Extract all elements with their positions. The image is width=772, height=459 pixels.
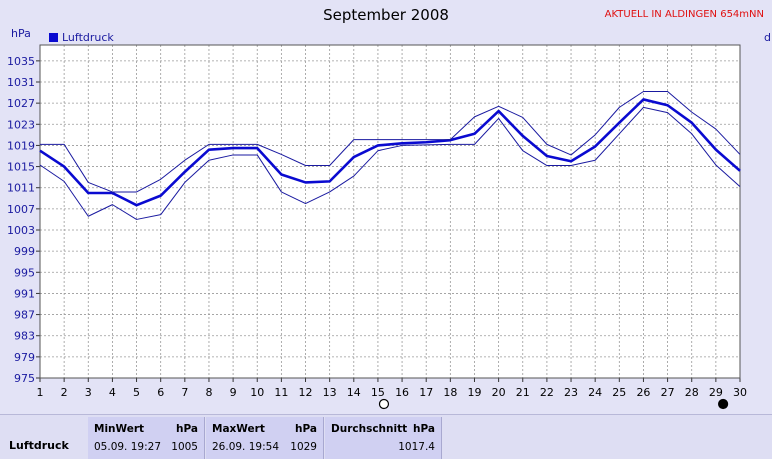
- max-stat-date: 26.09. 19:54: [212, 441, 279, 453]
- x-tick-label: 8: [205, 386, 212, 399]
- new-moon-icon: [378, 398, 390, 410]
- y-tick-label: 1003: [7, 224, 35, 237]
- y-tick-label: 987: [14, 309, 35, 322]
- full-moon-icon: [718, 398, 729, 410]
- x-tick-label: 5: [133, 386, 140, 399]
- x-tick-label: 21: [516, 386, 530, 399]
- x-tick-label: 12: [299, 386, 313, 399]
- y-unit-label: hPa: [11, 27, 31, 40]
- x-tick-label: 16: [395, 386, 409, 399]
- min-stat: MinWert hPa 05.09. 19:27 1005: [88, 417, 205, 459]
- x-tick-label: 2: [61, 386, 68, 399]
- y-tick-label: 1031: [7, 76, 35, 89]
- chart-title: September 2008: [323, 6, 449, 24]
- y-tick-label: 1007: [7, 203, 35, 216]
- y-tick-label: 1011: [7, 182, 35, 195]
- x-tick-label: 15: [371, 386, 385, 399]
- y-tick-label: 1035: [7, 55, 35, 68]
- x-tick-label: 25: [612, 386, 626, 399]
- min-stat-unit: hPa: [176, 423, 198, 435]
- y-tick-label: 1015: [7, 161, 35, 174]
- min-stat-value: 1005: [171, 441, 198, 453]
- legend-swatch: [49, 33, 58, 42]
- y-tick-label: 995: [14, 266, 35, 279]
- x-tick-label: 27: [661, 386, 675, 399]
- legend: Luftdruck: [49, 31, 114, 44]
- max-stat-unit: hPa: [295, 423, 317, 435]
- x-tick-label: 17: [419, 386, 433, 399]
- x-tick-label: 20: [492, 386, 506, 399]
- stats-panel: Luftdruck MinWert hPa 05.09. 19:27 1005 …: [0, 414, 772, 459]
- x-tick-label: 18: [443, 386, 457, 399]
- y-tick-label: 1023: [7, 118, 35, 131]
- x-tick-label: 10: [250, 386, 264, 399]
- x-tick-label: 26: [636, 386, 650, 399]
- x-tick-label: 13: [323, 386, 337, 399]
- min-stat-date: 05.09. 19:27: [94, 441, 161, 453]
- x-tick-label: 19: [467, 386, 481, 399]
- series-line-min: [39, 106, 741, 220]
- series-line-max: [40, 91, 741, 193]
- x-tick-label: 23: [564, 386, 578, 399]
- x-tick-label: 3: [85, 386, 92, 399]
- x-tick-label: 4: [109, 386, 116, 399]
- x-tick-label: 14: [347, 386, 361, 399]
- avg-stat: Durchschnitt hPa 1017.4: [325, 417, 442, 459]
- x-tick-label: 24: [588, 386, 602, 399]
- avg-stat-head: Durchschnitt: [331, 423, 408, 435]
- series-line-mean: [39, 98, 741, 207]
- avg-stat-unit: hPa: [413, 423, 435, 435]
- x-tick-label: 11: [274, 386, 288, 399]
- x-tick-label: 28: [685, 386, 699, 399]
- plot-border: [39, 44, 741, 379]
- y-tick-label: 983: [14, 330, 35, 343]
- x-tick-label: 30: [733, 386, 747, 399]
- x-tick-label: 22: [540, 386, 554, 399]
- legend-label: Luftdruck: [62, 31, 114, 44]
- plot-area: [40, 45, 740, 378]
- y-tick-label: 979: [14, 351, 35, 364]
- x-tick-label: 6: [157, 386, 164, 399]
- station-label: AKTUELL IN ALDINGEN 654mNN: [604, 9, 764, 20]
- cut-off-label: d: [764, 31, 771, 44]
- pressure-chart: 9759799839879919959991003100710111015101…: [7, 44, 747, 410]
- x-tick-label: 29: [709, 386, 723, 399]
- y-tick-label: 975: [14, 372, 35, 385]
- max-stat-value: 1029: [290, 441, 317, 453]
- max-stat-head: MaxWert: [212, 423, 265, 435]
- x-tick-label: 1: [37, 386, 44, 399]
- max-stat: MaxWert hPa 26.09. 19:54 1029: [206, 417, 324, 459]
- x-tick-label: 9: [230, 386, 237, 399]
- stats-row-label: Luftdruck: [9, 439, 69, 452]
- y-tick-label: 999: [14, 245, 35, 258]
- y-tick-label: 1027: [7, 97, 35, 110]
- y-tick-label: 1019: [7, 139, 35, 152]
- x-tick-label: 7: [181, 386, 188, 399]
- y-tick-label: 991: [14, 287, 35, 300]
- min-stat-head: MinWert: [94, 423, 145, 435]
- avg-stat-value: 1017.4: [398, 441, 435, 453]
